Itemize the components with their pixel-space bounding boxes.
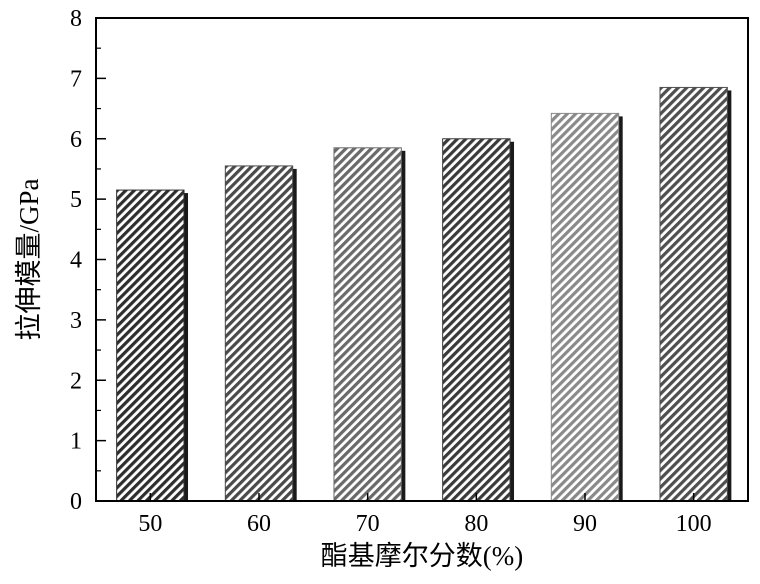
bars-layer: [116, 86, 732, 502]
y-tick-label: 2: [70, 368, 82, 394]
y-tick-label: 3: [70, 308, 82, 334]
bar: [550, 112, 620, 502]
x-tick-label: 70: [356, 511, 380, 537]
bar: [659, 86, 728, 502]
bar: [333, 147, 402, 502]
x-tick-label: 80: [464, 511, 488, 537]
y-tick-label: 4: [70, 248, 82, 274]
bar: [224, 165, 294, 502]
y-tick-label: 6: [70, 127, 82, 153]
x-axis-title: 酯基摩尔分数(%): [321, 541, 523, 571]
y-tick-label: 5: [70, 187, 82, 213]
y-tick-label: 7: [70, 66, 82, 92]
y-tick-label: 8: [70, 6, 82, 32]
y-tick-label: 1: [70, 429, 82, 455]
x-tick-label: 60: [247, 511, 271, 537]
bar: [442, 138, 511, 502]
x-tick-label: 100: [676, 511, 712, 537]
y-axis-title: 拉伸模量/GPa: [14, 178, 44, 340]
bar: [116, 189, 185, 502]
ticks-layer: [96, 17, 695, 502]
x-tick-label: 50: [138, 511, 162, 537]
plot-frame: [95, 17, 749, 502]
labels-layer: 50 60 70 80 90 100 0 1 2 3 4 5 6 7 8: [70, 6, 712, 537]
y-tick-label: 0: [70, 489, 82, 515]
x-tick-label: 90: [573, 511, 597, 537]
